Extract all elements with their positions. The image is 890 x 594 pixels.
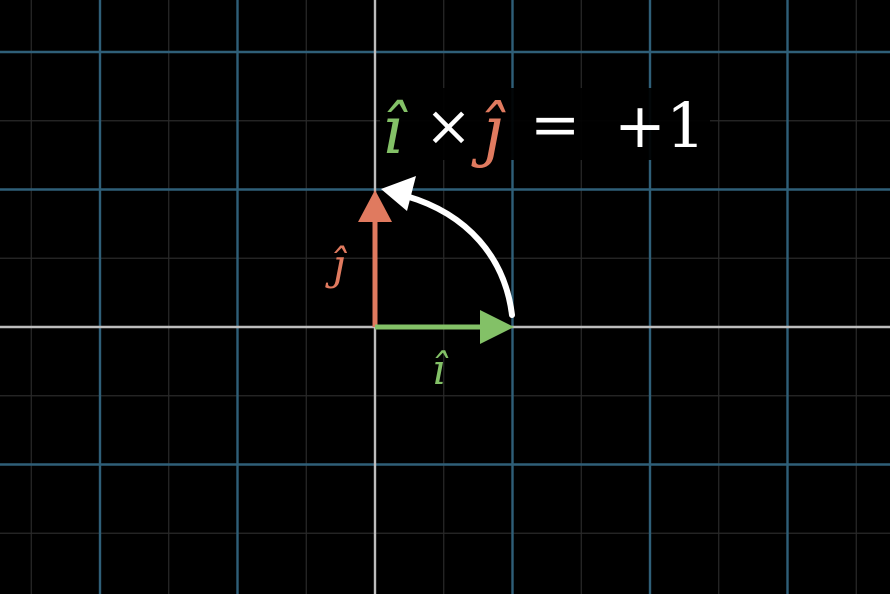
equation-result: +1 bbox=[614, 89, 705, 162]
equation-equals-symbol: = bbox=[530, 90, 580, 160]
rotation-arrowhead bbox=[381, 176, 416, 211]
equation-times-symbol: × bbox=[425, 94, 472, 159]
i-hat-arrowhead bbox=[480, 310, 514, 344]
rotation-arc bbox=[403, 193, 515, 318]
equation-backdrop bbox=[380, 88, 710, 160]
counterclockwise-arc-arrow-icon bbox=[381, 176, 515, 318]
j-hat-arrowhead bbox=[358, 190, 392, 222]
i-hat-label: î bbox=[432, 345, 449, 394]
cross-product-equation: î × ĵ = +1 bbox=[380, 88, 710, 169]
i-hat-vector: î bbox=[375, 310, 514, 394]
